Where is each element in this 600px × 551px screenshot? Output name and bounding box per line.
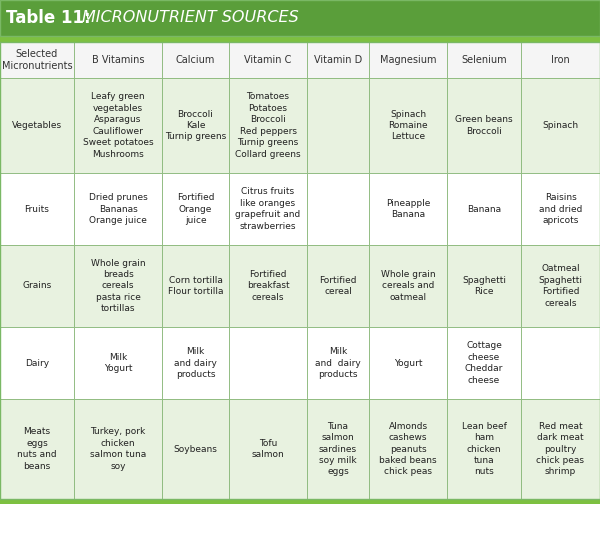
Bar	[162, 327, 229, 399]
Text: Vitamin D: Vitamin D	[314, 55, 362, 65]
Bar	[521, 327, 600, 399]
Text: Leafy green
vegetables
Asparagus
Cauliflower
Sweet potatoes
Mushrooms: Leafy green vegetables Asparagus Caulifl…	[83, 93, 154, 159]
Bar	[0, 173, 74, 245]
Bar	[162, 399, 229, 499]
Bar	[521, 399, 600, 499]
Text: Meats
eggs
nuts and
beans: Meats eggs nuts and beans	[17, 428, 57, 471]
Bar	[74, 245, 162, 327]
Text: Grains: Grains	[22, 282, 52, 290]
Bar	[229, 399, 307, 499]
Text: Soybeans: Soybeans	[173, 445, 217, 453]
Bar	[369, 327, 447, 399]
Text: Spaghetti
Rice: Spaghetti Rice	[462, 276, 506, 296]
Bar	[162, 173, 229, 245]
Bar	[0, 0, 600, 36]
Text: Milk
and dairy
products: Milk and dairy products	[174, 347, 217, 379]
Bar	[521, 78, 600, 173]
Text: Whole grain
breads
cereals
pasta rice
tortillas: Whole grain breads cereals pasta rice to…	[91, 258, 145, 314]
Bar	[229, 173, 307, 245]
Bar	[369, 173, 447, 245]
Bar	[74, 42, 162, 78]
Bar	[0, 0, 600, 36]
Text: Selected
Micronutrients: Selected Micronutrients	[2, 49, 73, 71]
Text: Iron: Iron	[551, 55, 570, 65]
Bar	[162, 42, 229, 78]
Bar	[307, 42, 369, 78]
Text: B Vitamins: B Vitamins	[92, 55, 144, 65]
Bar	[0, 399, 74, 499]
Bar	[369, 399, 447, 499]
Bar	[0, 42, 600, 499]
Text: Fortified
Orange
juice: Fortified Orange juice	[177, 193, 214, 225]
Bar	[447, 399, 521, 499]
Bar	[521, 42, 600, 78]
Bar	[0, 245, 74, 327]
Text: Almonds
cashews
peanuts
baked beans
chick peas: Almonds cashews peanuts baked beans chic…	[379, 422, 437, 477]
Text: Fortified
breakfast
cereals: Fortified breakfast cereals	[247, 270, 289, 302]
Text: Turkey, pork
chicken
salmon tuna
soy: Turkey, pork chicken salmon tuna soy	[90, 428, 146, 471]
Text: Dairy: Dairy	[25, 359, 49, 368]
Bar	[307, 399, 369, 499]
Text: MICRONUTRIENT SOURCES: MICRONUTRIENT SOURCES	[82, 10, 299, 25]
Bar	[0, 327, 74, 399]
Bar	[0, 42, 74, 78]
Bar	[369, 245, 447, 327]
Bar	[307, 327, 369, 399]
Bar	[369, 42, 447, 78]
Text: Whole grain
cereals and
oatmeal: Whole grain cereals and oatmeal	[380, 270, 436, 302]
Bar	[229, 245, 307, 327]
Text: Milk
and  dairy
products: Milk and dairy products	[315, 347, 361, 379]
Bar	[0, 499, 600, 504]
Text: Spinach
Romaine
Lettuce: Spinach Romaine Lettuce	[388, 110, 428, 142]
Bar	[74, 78, 162, 173]
Bar	[521, 245, 600, 327]
Text: Spinach: Spinach	[542, 121, 578, 130]
Bar	[229, 42, 307, 78]
Bar	[521, 173, 600, 245]
Text: Vitamin C: Vitamin C	[244, 55, 292, 65]
Bar	[162, 245, 229, 327]
Bar	[74, 173, 162, 245]
Text: Fortified
cereal: Fortified cereal	[319, 276, 357, 296]
Text: Raisins
and dried
apricots: Raisins and dried apricots	[539, 193, 582, 225]
Text: Cottage
cheese
Cheddar
cheese: Cottage cheese Cheddar cheese	[465, 341, 503, 385]
Text: Broccoli
Kale
Turnip greens: Broccoli Kale Turnip greens	[165, 110, 226, 142]
Bar	[447, 42, 521, 78]
Text: Tuna
salmon
sardines
soy milk
eggs: Tuna salmon sardines soy milk eggs	[319, 422, 357, 477]
Text: Magnesium: Magnesium	[380, 55, 436, 65]
Text: Tofu
salmon: Tofu salmon	[251, 439, 284, 459]
Text: Fruits: Fruits	[25, 204, 49, 213]
Text: Vegetables: Vegetables	[12, 121, 62, 130]
Bar	[447, 245, 521, 327]
Bar	[162, 78, 229, 173]
Text: Banana: Banana	[467, 204, 501, 213]
Text: Selenium: Selenium	[461, 55, 507, 65]
Bar	[0, 36, 600, 42]
Text: Lean beef
ham
chicken
tuna
nuts: Lean beef ham chicken tuna nuts	[461, 422, 506, 477]
Text: Citrus fruits
like oranges
grapefruit and
strawberries: Citrus fruits like oranges grapefruit an…	[235, 187, 301, 231]
Text: Oatmeal
Spaghetti
Fortified
cereals: Oatmeal Spaghetti Fortified cereals	[539, 264, 583, 307]
Bar	[307, 245, 369, 327]
Text: Dried prunes
Bananas
Orange juice: Dried prunes Bananas Orange juice	[89, 193, 148, 225]
Text: Red meat
dark meat
poultry
chick peas
shrimp: Red meat dark meat poultry chick peas sh…	[536, 422, 584, 477]
Text: Milk
Yogurt: Milk Yogurt	[104, 353, 132, 373]
Text: Table 11:: Table 11:	[6, 9, 91, 27]
Bar	[447, 327, 521, 399]
Bar	[74, 399, 162, 499]
Bar	[307, 78, 369, 173]
Bar	[74, 327, 162, 399]
Text: Corn tortilla
Flour tortilla: Corn tortilla Flour tortilla	[168, 276, 223, 296]
Bar	[369, 78, 447, 173]
Text: Green beans
Broccoli: Green beans Broccoli	[455, 115, 513, 136]
Bar	[229, 327, 307, 399]
Bar	[229, 78, 307, 173]
Bar	[447, 173, 521, 245]
Text: Pineapple
Banana: Pineapple Banana	[386, 199, 430, 219]
Text: Tomatoes
Potatoes
Broccoli
Red peppers
Turnip greens
Collard greens: Tomatoes Potatoes Broccoli Red peppers T…	[235, 93, 301, 159]
Text: Yogurt: Yogurt	[394, 359, 422, 368]
Bar	[447, 78, 521, 173]
Bar	[0, 78, 74, 173]
Bar	[307, 173, 369, 245]
Text: Calcium: Calcium	[176, 55, 215, 65]
